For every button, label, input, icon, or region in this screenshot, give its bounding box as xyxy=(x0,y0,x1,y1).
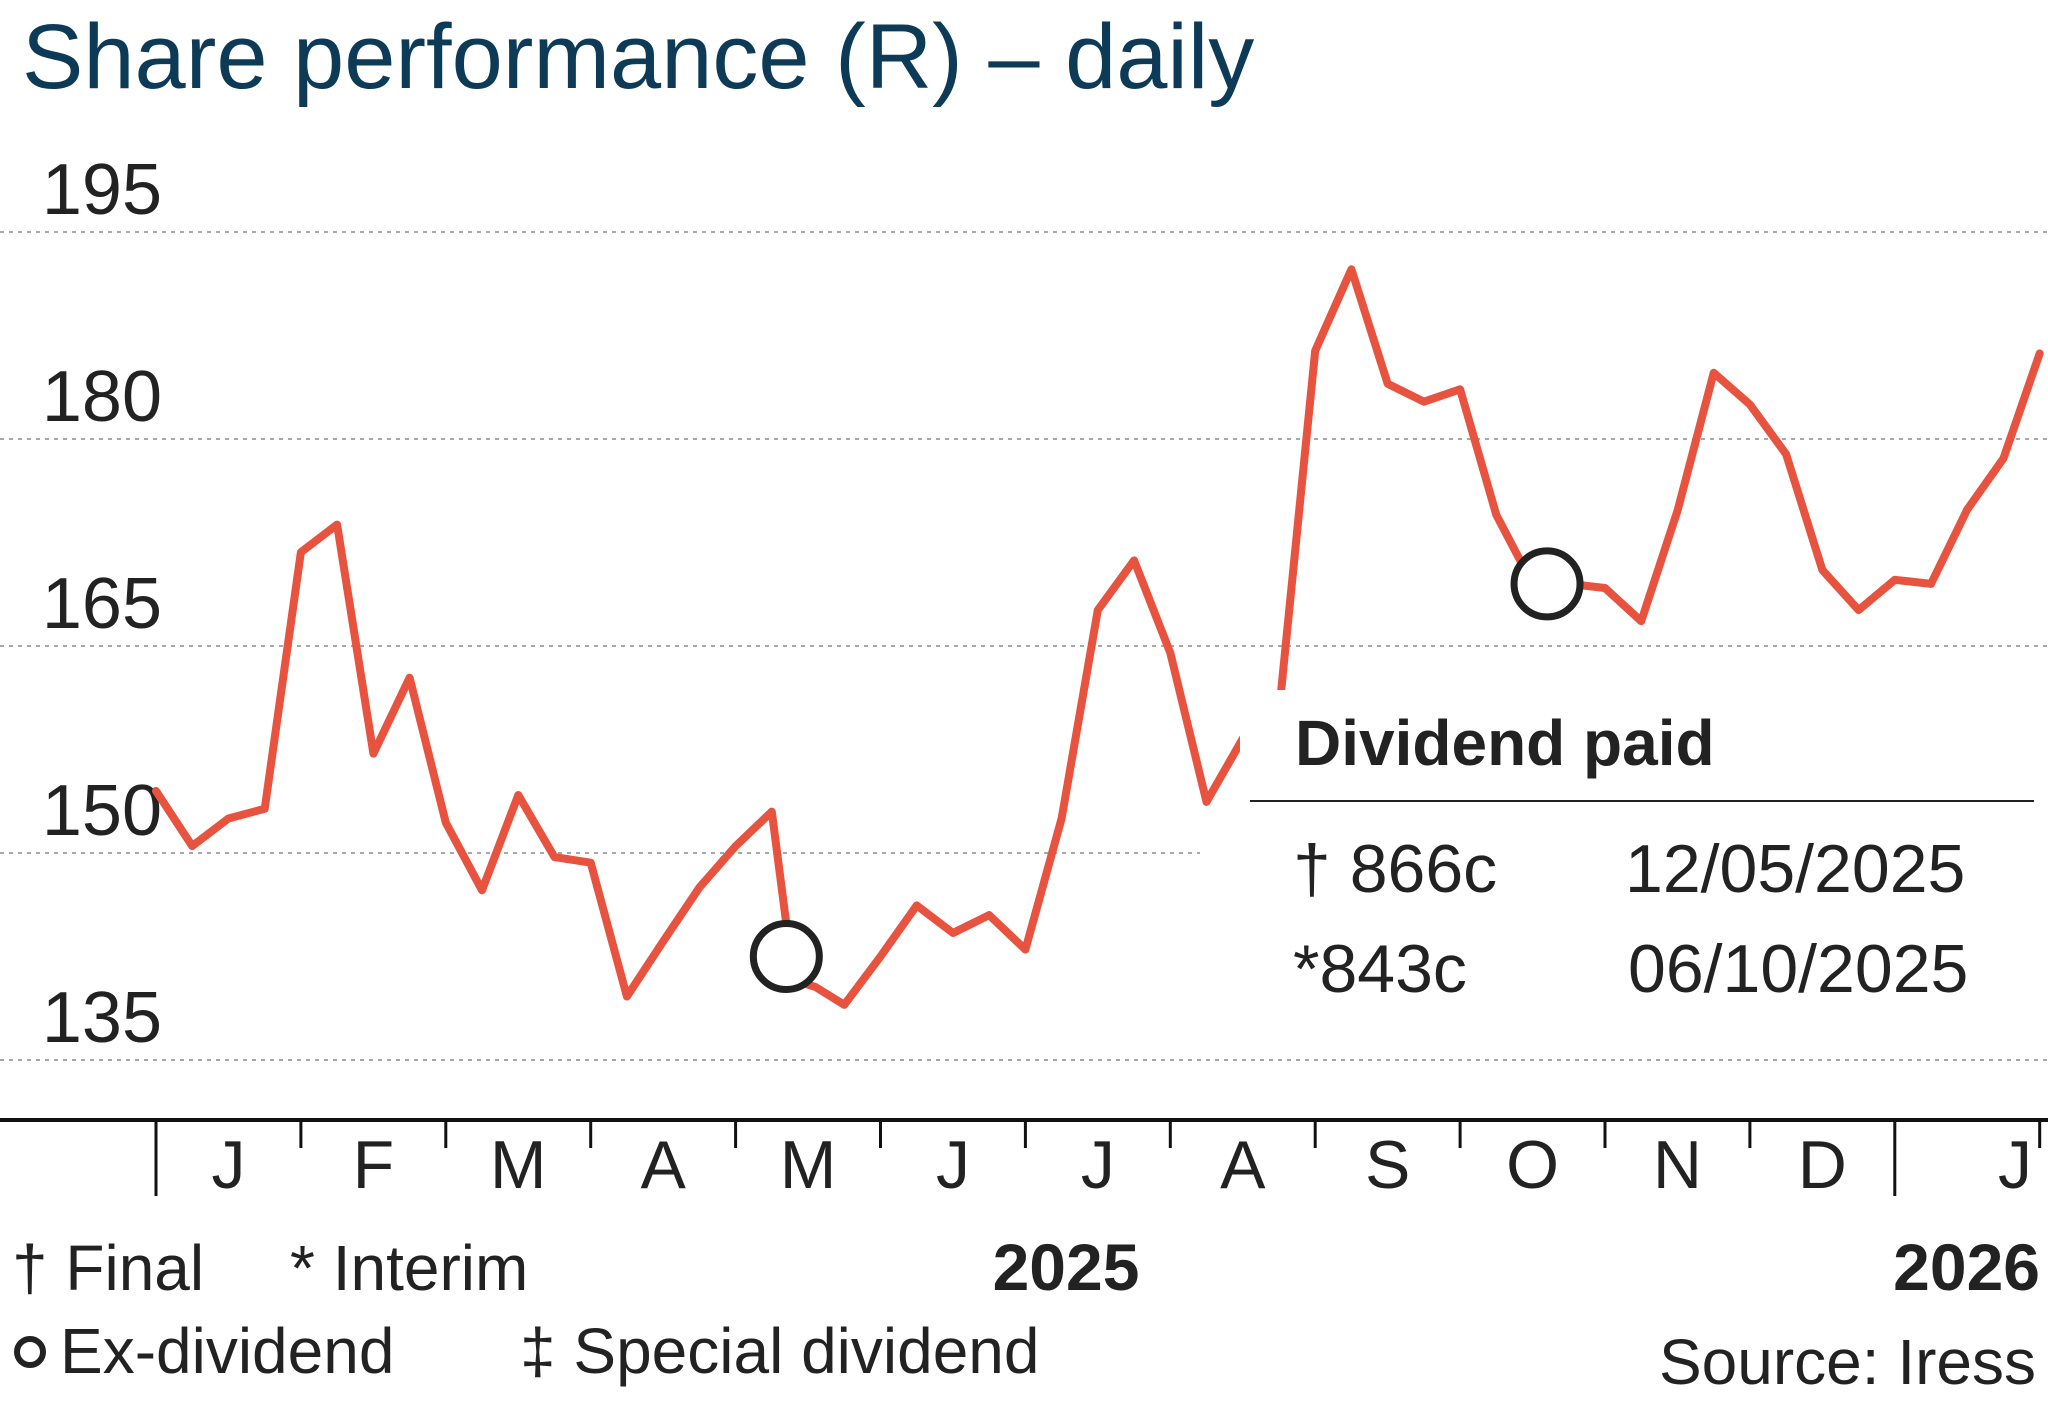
year-labels: 2025 2026 xyxy=(993,1230,2040,1304)
legend-special: ‡ Special dividend xyxy=(520,1315,1039,1387)
x-tick-label-2: M xyxy=(490,1127,547,1203)
y-tick-label-180: 180 xyxy=(42,357,162,437)
y-tick-label-195: 195 xyxy=(42,150,162,230)
y-axis-labels: 195 180 165 150 135 xyxy=(42,150,162,1058)
share-price-line xyxy=(152,265,2044,1009)
x-tick-label-8: S xyxy=(1365,1127,1410,1203)
y-gridlines xyxy=(0,231,2048,1061)
x-tick-label-11: D xyxy=(1798,1127,1847,1203)
dividend-box: Dividend paid † 866c 12/05/2025 *843c 06… xyxy=(1240,690,2040,1030)
year-label-2026: 2026 xyxy=(1893,1230,2040,1304)
x-tick-label-3: A xyxy=(640,1127,686,1203)
x-tick-label-1: F xyxy=(353,1127,395,1203)
ex-dividend-markers xyxy=(749,547,1584,993)
ex-dividend-legend-icon xyxy=(14,1336,46,1368)
dividend-heading: Dividend paid xyxy=(1295,707,1715,779)
legend: † Final * Interim Ex-dividend ‡ Special … xyxy=(12,1232,1039,1387)
dividend-date-1: 12/05/2025 xyxy=(1625,831,1965,907)
x-tick-label-0: J xyxy=(211,1127,245,1203)
y-tick-label-150: 150 xyxy=(42,771,162,851)
x-axis-ticks xyxy=(154,1120,2042,1196)
chart-title: Share performance (R) – daily xyxy=(22,6,1254,108)
x-tick-label-12: J xyxy=(1998,1127,2032,1203)
source-note: Source: Iress xyxy=(1659,1326,2036,1398)
dividend-amount-1: † 866c xyxy=(1293,831,1497,907)
dividend-box-bg xyxy=(1240,690,2040,1030)
legend-ex-dividend: Ex-dividend xyxy=(60,1315,394,1387)
x-tick-label-7: A xyxy=(1220,1127,1266,1203)
y-tick-label-135: 135 xyxy=(42,978,162,1058)
x-tick-label-10: N xyxy=(1653,1127,1702,1203)
x-tick-label-6: J xyxy=(1081,1127,1115,1203)
year-label-2025: 2025 xyxy=(993,1230,1140,1304)
y-tick-label-165: 165 xyxy=(42,564,162,644)
x-tick-label-4: M xyxy=(780,1127,837,1203)
x-tick-label-9: O xyxy=(1506,1127,1559,1203)
dividend-amount-2: *843c xyxy=(1293,931,1467,1007)
legend-interim: * Interim xyxy=(290,1232,528,1304)
legend-final: † Final xyxy=(12,1232,204,1304)
dividend-date-2: 06/10/2025 xyxy=(1628,931,1968,1007)
ex-dividend-marker-1 xyxy=(749,920,823,993)
ex-dividend-marker-2 xyxy=(1510,547,1584,621)
x-tick-label-5: J xyxy=(936,1127,970,1203)
